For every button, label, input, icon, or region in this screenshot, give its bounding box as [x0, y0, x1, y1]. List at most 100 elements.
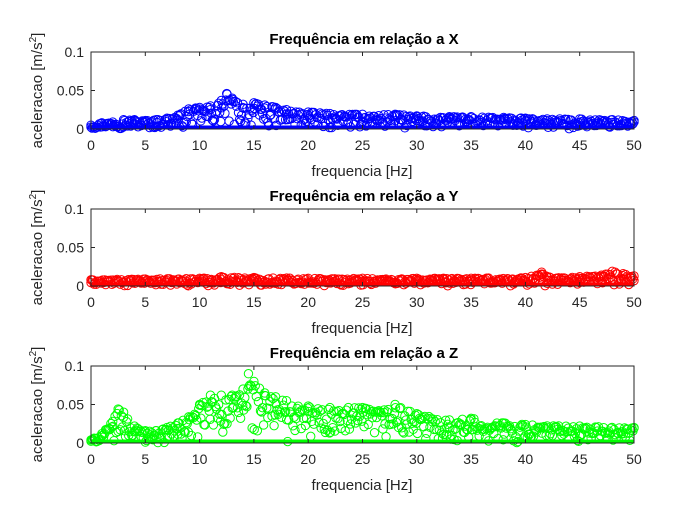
data-point-z — [241, 400, 251, 411]
x-tick-label-y: 30 — [409, 294, 425, 310]
data-point-z — [321, 414, 332, 424]
data-point-peak-x — [498, 112, 509, 123]
x-tick-label-x: 25 — [355, 137, 371, 153]
data-point-peak-z — [357, 402, 368, 413]
data-point-z — [211, 404, 222, 414]
data-point-z — [114, 405, 124, 415]
data-point-peak-x — [227, 93, 237, 103]
data-point-z — [357, 416, 367, 426]
data-point-z — [106, 418, 116, 429]
data-point-z — [271, 398, 281, 409]
data-point-peak-z — [151, 425, 161, 436]
data-point-peak-z — [129, 421, 140, 431]
data-point-peak-x — [466, 111, 476, 122]
data-point-z — [538, 422, 548, 432]
x-tick-label-x: 15 — [246, 137, 262, 153]
y-axis-label-x-sup: 2 — [28, 36, 39, 42]
x-axis-label-y: frequencia [Hz] — [312, 320, 413, 337]
data-point-z — [330, 426, 340, 436]
data-point-peak-x — [140, 115, 151, 126]
data-point-z — [213, 399, 224, 410]
chart-panel-z: Frequência em relação a Z 0 5 10 15 20 25 30 35… — [28, 345, 642, 494]
y-axis-label-x-text: aceleracao [m/s — [29, 42, 46, 148]
data-point-x — [394, 110, 405, 120]
data-point-z — [313, 404, 323, 414]
data-point-z — [344, 424, 355, 434]
data-point-z — [364, 404, 374, 415]
data-point-peak-x — [575, 114, 585, 124]
data-point-peak-y — [216, 272, 227, 282]
data-point-z — [166, 429, 177, 439]
x-tick-label-y: 35 — [463, 294, 479, 310]
y-axis-label-y-close: ] — [29, 190, 46, 194]
x-tick-label-z: 40 — [518, 451, 534, 467]
data-point-peak-x — [281, 105, 292, 115]
data-point-z — [208, 420, 219, 430]
x-tick-label-z: 0 — [87, 451, 95, 467]
data-point-peak-z — [184, 412, 194, 422]
y-tick-label-x: 0.1 — [65, 44, 85, 60]
data-point-peak-y — [575, 272, 585, 282]
data-point-peak-z — [194, 399, 205, 410]
data-point-peak-x — [260, 100, 270, 110]
data-point-peak-z — [140, 425, 151, 436]
data-point-peak-y — [542, 272, 552, 282]
data-point-x — [335, 111, 345, 121]
tick-group-z: 0 5 10 15 20 25 30 35 40 45 50 0 0.05 0.1 — [57, 358, 642, 467]
data-point-peak-z — [575, 421, 585, 431]
chart-panel-x: Frequência em relação a X 0 5 10 15 20 25 30 35… — [28, 31, 642, 180]
data-point-peak-z — [249, 376, 259, 387]
y-tick-label-y: 0.1 — [65, 201, 85, 217]
chart-panel-y: Frequência em relação a Y 0 5 10 15 20 25 30 35… — [28, 188, 642, 337]
data-point-peak-x — [129, 115, 140, 125]
data-point-z — [218, 427, 228, 437]
y-tick-label-y: 0 — [76, 278, 84, 294]
data-point-z — [351, 418, 361, 428]
data-point-z — [412, 428, 423, 439]
x-tick-label-z: 10 — [192, 451, 208, 467]
data-point-z — [115, 425, 125, 435]
data-point-peak-z — [238, 384, 248, 394]
data-point-peak-y — [618, 268, 628, 279]
x-tick-label-x: 30 — [409, 137, 425, 153]
data-point-z — [340, 426, 350, 436]
data-point-z — [428, 414, 438, 424]
data-point-z — [290, 425, 300, 436]
x-tick-label-y: 25 — [355, 294, 371, 310]
data-point-x — [488, 112, 498, 123]
x-tick-label-z: 20 — [300, 451, 316, 467]
data-point-peak-x — [412, 111, 422, 121]
x-tick-label-x: 50 — [626, 137, 642, 153]
data-point-peak-y — [607, 266, 617, 277]
data-point-z — [338, 408, 348, 419]
data-point-z — [407, 418, 417, 428]
data-point-x — [524, 114, 535, 124]
data-point-x — [224, 116, 234, 126]
data-point-z — [301, 413, 312, 424]
data-point-peak-z — [466, 413, 476, 424]
y-tick-label-z: 0.05 — [57, 397, 84, 413]
data-point-x — [411, 115, 422, 126]
data-point-peak-x — [607, 115, 617, 125]
data-point-peak-z — [379, 405, 389, 415]
data-point-peak-z — [444, 415, 455, 425]
x-tick-label-y: 15 — [246, 294, 262, 310]
data-point-z — [287, 401, 297, 411]
data-point-peak-z — [498, 418, 509, 428]
data-point-z — [269, 420, 279, 431]
y-tick-label-x: 0 — [76, 121, 84, 137]
x-tick-label-z: 25 — [355, 451, 371, 467]
data-point-peak-z — [270, 392, 281, 402]
x-tick-label-y: 20 — [300, 294, 316, 310]
data-point-z — [142, 428, 153, 439]
y-tick-label-y: 0.05 — [57, 240, 84, 256]
data-point-z — [247, 423, 257, 433]
data-point-y — [615, 273, 626, 283]
data-point-peak-x — [520, 113, 531, 123]
x-tick-label-y: 45 — [572, 294, 588, 310]
data-point-z — [157, 425, 167, 435]
data-point-z — [363, 419, 373, 430]
y-axis-label-y-text: aceleracao [m/s — [29, 199, 46, 305]
data-point-peak-z — [97, 429, 107, 439]
data-point-y — [595, 271, 606, 282]
